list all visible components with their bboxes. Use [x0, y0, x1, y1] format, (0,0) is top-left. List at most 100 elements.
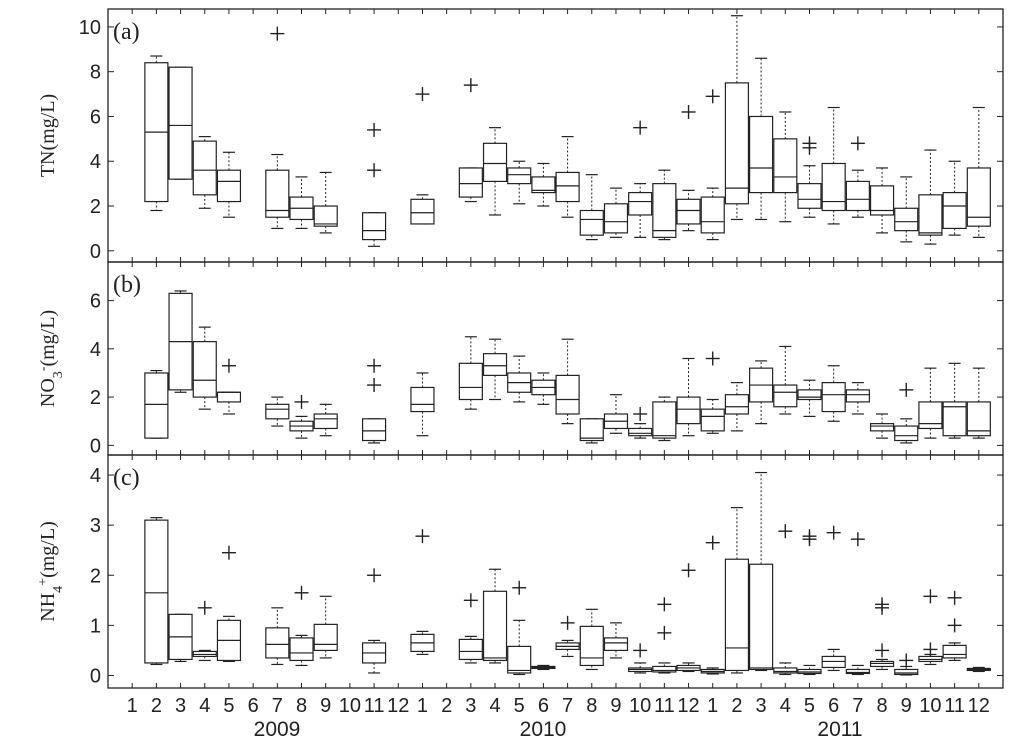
- box-month-27: [749, 471, 774, 672]
- box-iqr: [724, 558, 750, 672]
- box-iqr: [749, 563, 774, 671]
- box-month-21: [603, 394, 629, 434]
- x-tick-label: 10: [919, 695, 941, 717]
- x-axis: 2009 2010 2011 1 2 3 4 5 6 7 8 9 10 11 12 1 2 3 4 5 6 7 8 9 1…: [127, 695, 990, 741]
- outlier-marker: [923, 589, 938, 604]
- outlier-marker: [294, 394, 309, 409]
- y-tick-label: 0: [90, 665, 101, 687]
- box-iqr: [700, 408, 725, 432]
- box-iqr: [894, 207, 919, 232]
- outlier-marker: [367, 122, 382, 137]
- outlier-marker: [197, 600, 212, 615]
- x-tick-label: 6: [248, 695, 259, 717]
- box-month-35: [942, 590, 967, 662]
- year-label-2011: 2011: [817, 718, 862, 741]
- outlier-marker: [705, 535, 720, 550]
- x-tick-label: 7: [852, 695, 863, 717]
- x-tick-label: 8: [876, 695, 887, 717]
- x-tick-label: 12: [968, 695, 990, 717]
- y-tick-label: 8: [90, 62, 101, 84]
- outlier-marker: [221, 358, 236, 373]
- box-iqr: [361, 418, 387, 442]
- outlier-marker: [850, 136, 865, 151]
- outlier-marker: [463, 593, 478, 608]
- box-iqr: [361, 212, 387, 241]
- box-month-2: [144, 55, 169, 212]
- box-month-2: [144, 369, 169, 439]
- box-iqr: [555, 171, 580, 203]
- box-month-24: [676, 104, 701, 232]
- box-month-33: [894, 176, 919, 243]
- box-month-36: [966, 367, 991, 439]
- box-iqr: [458, 638, 483, 661]
- box-iqr: [410, 386, 435, 413]
- box-iqr: [773, 138, 798, 194]
- x-tick-label: 7: [272, 695, 283, 717]
- box-iqr: [265, 403, 290, 420]
- box-iqr: [216, 169, 242, 203]
- box-month-22: [628, 643, 653, 674]
- y-tick-label: 0: [90, 435, 101, 457]
- box-month-20: [579, 174, 604, 241]
- outlier-marker: [705, 89, 720, 104]
- box-month-21: [603, 622, 629, 659]
- outlier-marker: [705, 351, 720, 366]
- box-month-16: [482, 338, 508, 401]
- box-month-34: [918, 589, 943, 666]
- x-tick-label: 8: [296, 695, 307, 717]
- x-tick-label: 3: [175, 695, 186, 717]
- outlier-marker: [270, 26, 285, 41]
- outlier-marker: [778, 524, 793, 539]
- box-month-4: [192, 600, 217, 662]
- box-month-5: [216, 545, 242, 663]
- outlier-marker: [947, 590, 962, 605]
- outlier-marker: [875, 597, 890, 612]
- x-tick-label: 3: [465, 695, 476, 717]
- box-month-20: [579, 608, 604, 671]
- box-month-31: [845, 382, 870, 415]
- box-month-3: [168, 613, 193, 663]
- box-iqr: [458, 167, 483, 198]
- box-month-8: [289, 176, 314, 230]
- box-iqr: [700, 196, 725, 234]
- box-month-25: [700, 351, 725, 434]
- box-iqr: [192, 140, 217, 196]
- box-iqr: [603, 637, 629, 652]
- outlier-marker: [633, 406, 648, 421]
- y-tick-label: 3: [90, 515, 101, 537]
- y-axis-label: NH4+(mg/L): [36, 521, 66, 621]
- x-tick-label: 5: [514, 695, 525, 717]
- x-tick-label: 10: [339, 695, 361, 717]
- box-month-29: [797, 529, 822, 676]
- box-month-19: [555, 615, 580, 658]
- box-month-28: [773, 524, 798, 676]
- box-iqr: [652, 401, 677, 439]
- box-month-31: [845, 532, 870, 676]
- y-tick-label: 0: [90, 241, 101, 263]
- box-iqr: [821, 382, 846, 413]
- panel-label: (c): [113, 465, 140, 491]
- box-iqr: [894, 425, 919, 442]
- box-iqr: [966, 167, 991, 227]
- box-iqr: [579, 418, 604, 442]
- box-month-13: [410, 529, 435, 656]
- box-iqr: [313, 413, 338, 430]
- box-month-34: [918, 149, 943, 245]
- y-tick-label: 4: [90, 465, 101, 487]
- outlier-marker: [512, 580, 527, 595]
- box-month-36: [966, 106, 991, 238]
- box-month-15: [458, 78, 483, 203]
- x-tick-label: 1: [127, 695, 138, 717]
- box-month-31: [845, 136, 870, 218]
- year-label-2010: 2010: [520, 718, 567, 741]
- box-iqr: [628, 427, 653, 437]
- box-iqr: [192, 341, 217, 398]
- box-month-7: [265, 26, 290, 230]
- box-month-33: [894, 653, 919, 676]
- box-month-4: [192, 136, 217, 209]
- box-month-35: [942, 362, 967, 439]
- box-iqr: [894, 668, 919, 676]
- outlier-marker: [850, 532, 865, 547]
- y-tick-label: 6: [90, 106, 101, 128]
- box-iqr: [603, 203, 629, 234]
